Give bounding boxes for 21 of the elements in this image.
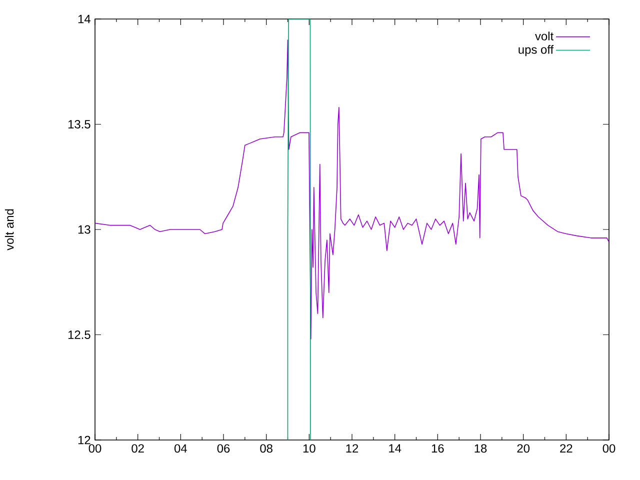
x-tick-label: 22 bbox=[560, 444, 572, 453]
x-tick-label: 00 bbox=[88, 444, 102, 453]
x-tick-label: 18 bbox=[474, 444, 487, 453]
x-tick-label: 12 bbox=[346, 444, 358, 453]
x-tick-label: 08 bbox=[260, 444, 272, 453]
x-tick-label: 04 bbox=[174, 444, 187, 453]
y-tick-label: 13.5 bbox=[68, 120, 90, 128]
legend-label: ups off bbox=[518, 45, 554, 56]
x-tick-label: 16 bbox=[432, 444, 444, 453]
x-tick-label: 14 bbox=[389, 444, 402, 452]
x-tick-label: 06 bbox=[217, 444, 230, 453]
legend-label: volt bbox=[535, 32, 554, 40]
y-tick-label: 13 bbox=[78, 225, 90, 234]
x-tick-label: 00 bbox=[602, 444, 616, 453]
x-tick-label: 10 bbox=[303, 444, 316, 453]
x-tick-label: 20 bbox=[517, 444, 530, 453]
x-tick-label: 02 bbox=[132, 444, 144, 453]
y-axis-title: volt and bbox=[4, 209, 14, 250]
y-tick-label: 12 bbox=[78, 436, 90, 444]
y-tick-label: 12.5 bbox=[68, 330, 90, 339]
y-tick-label: 14 bbox=[78, 14, 90, 24]
